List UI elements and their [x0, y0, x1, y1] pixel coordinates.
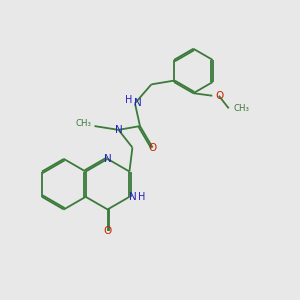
Text: O: O	[103, 226, 112, 236]
Text: N: N	[104, 154, 111, 164]
Text: N: N	[129, 192, 137, 202]
Text: H: H	[138, 192, 145, 202]
Text: CH₃: CH₃	[76, 119, 91, 128]
Text: H: H	[125, 95, 133, 105]
Text: O: O	[216, 91, 224, 101]
Text: N: N	[115, 125, 122, 135]
Text: N: N	[134, 98, 142, 108]
Text: CH₃: CH₃	[233, 104, 249, 113]
Text: O: O	[148, 142, 157, 152]
